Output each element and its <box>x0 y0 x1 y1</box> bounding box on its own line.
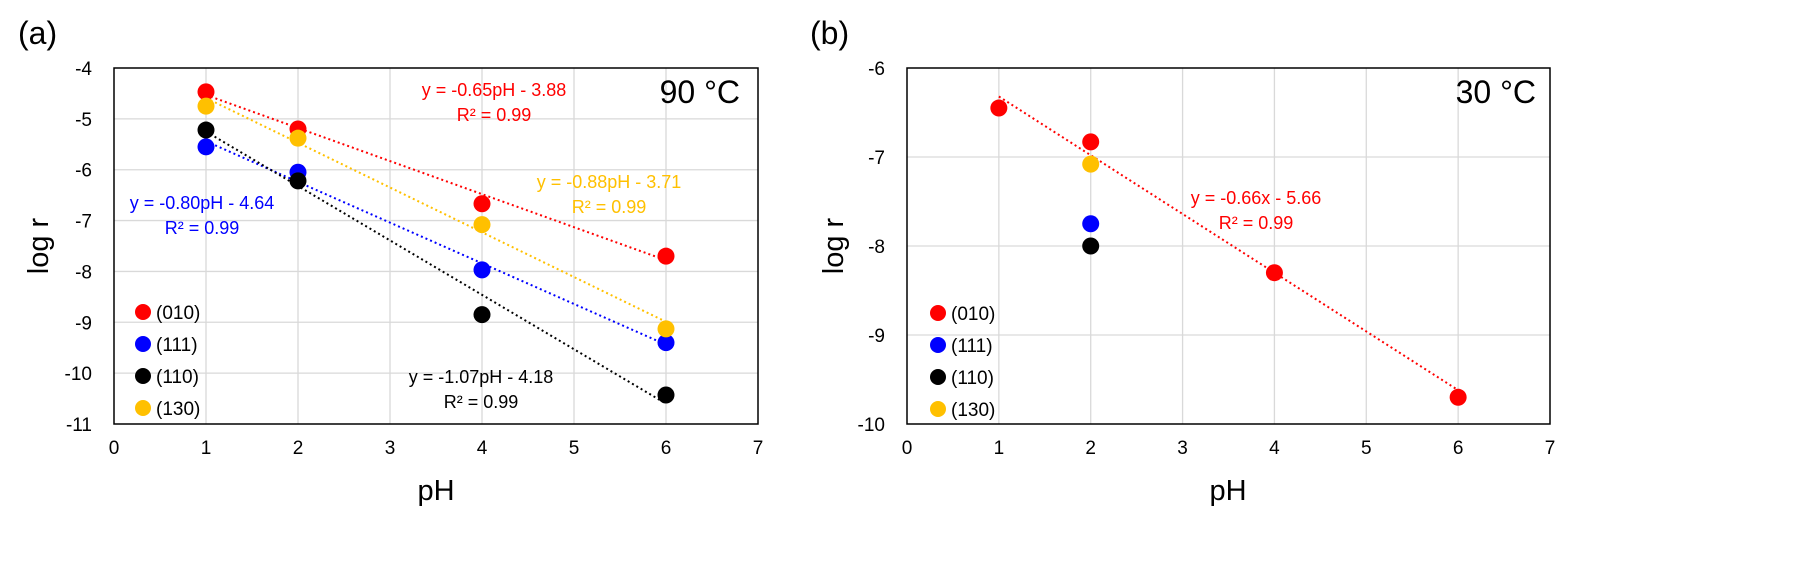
data-point <box>473 216 491 234</box>
y-tick-label: -10 <box>65 364 92 385</box>
trendline <box>998 95 1459 392</box>
y-tick-label: -4 <box>75 59 92 80</box>
x-tick-label: 2 <box>1085 438 1096 459</box>
data-point <box>657 386 675 404</box>
panel-a: 0 1 2 3 4 5 6 7 -4 -5 -6 -7 -8 -9 -10 -11 pH log r (a) 90 °… <box>18 15 763 507</box>
x-tick-label: 2 <box>293 438 304 459</box>
trendline <box>205 94 667 262</box>
panel-b: 0 1 2 3 4 5 6 7 -6 -7 -8 -9 -10 pH log r (b) 30 °C y = -0… <box>810 15 1555 507</box>
legend-marker <box>135 368 151 384</box>
y-tick-label: -7 <box>868 148 885 169</box>
data-point <box>197 97 215 115</box>
trendline-equation: y = -0.88pH - 3.71 <box>537 172 682 192</box>
data-point <box>197 121 215 139</box>
data-point <box>657 320 675 338</box>
y-tick-label: -5 <box>75 110 92 131</box>
y-tick-label: -9 <box>75 313 92 334</box>
legend-label: (130) <box>156 399 200 420</box>
x-tick-label: 3 <box>1177 438 1188 459</box>
data-point <box>1449 388 1467 406</box>
legend-label: (110) <box>156 367 199 388</box>
legend-marker <box>930 369 946 385</box>
legend-marker <box>930 337 946 353</box>
y-tick-label: -6 <box>868 59 885 80</box>
data-point <box>289 129 307 147</box>
data-point <box>473 306 491 324</box>
data-point <box>1082 237 1100 255</box>
data-point <box>197 83 215 101</box>
x-axis-label: pH <box>1209 475 1246 507</box>
legend-marker <box>135 400 151 416</box>
x-tick-label: 3 <box>385 438 396 459</box>
legend-label: (130) <box>951 400 995 421</box>
y-tick-label: -7 <box>75 212 92 233</box>
x-tick-label: 5 <box>1361 438 1372 459</box>
data-point <box>657 334 675 352</box>
data-point <box>657 247 675 265</box>
x-tick-label: 7 <box>1545 438 1556 459</box>
y-tick-label: -8 <box>868 237 885 258</box>
trendline <box>205 140 667 346</box>
panel-label: (b) <box>810 15 849 51</box>
data-point <box>1265 264 1283 282</box>
plot-area-frame <box>906 67 1551 425</box>
trendline-equation: y = -0.80pH - 4.64 <box>130 193 275 213</box>
trendline-r2: R² = 0.99 <box>572 197 647 217</box>
legend-label: (111) <box>951 336 993 357</box>
y-tick-label: -11 <box>66 415 92 436</box>
x-tick-label: 6 <box>1453 438 1464 459</box>
legend-label: (111) <box>156 335 198 356</box>
data-point <box>1082 133 1100 151</box>
trendline-equation: y = -1.07pH - 4.18 <box>409 367 554 387</box>
x-tick-label: 7 <box>753 438 764 459</box>
data-point <box>990 99 1008 117</box>
temperature-label: 90 °C <box>660 74 740 110</box>
x-tick-label: 0 <box>902 438 913 459</box>
x-tick-label: 1 <box>201 438 212 459</box>
x-tick-label: 0 <box>109 438 120 459</box>
x-tick-label: 1 <box>994 438 1005 459</box>
legend-label: (010) <box>951 304 995 325</box>
legend-marker <box>930 305 946 321</box>
data-point <box>289 172 307 190</box>
legend-marker <box>930 401 946 417</box>
temperature-label: 30 °C <box>1456 74 1536 110</box>
x-tick-label: 4 <box>1269 438 1280 459</box>
plot-area-frame <box>113 67 759 425</box>
y-tick-label: -6 <box>75 161 92 182</box>
x-tick-label: 5 <box>569 438 580 459</box>
trendline-equation: y = -0.66x - 5.66 <box>1191 188 1322 208</box>
legend-label: (110) <box>951 368 994 389</box>
y-axis-label: log r <box>818 217 850 274</box>
y-axis-label: log r <box>23 217 55 274</box>
trendline <box>205 97 667 323</box>
y-tick-label: -9 <box>868 326 885 347</box>
x-tick-label: 4 <box>477 438 488 459</box>
trendline <box>205 130 667 405</box>
trendline-r2: R² = 0.99 <box>444 392 519 412</box>
trendline-r2: R² = 0.99 <box>1219 213 1294 233</box>
data-point <box>473 261 491 279</box>
x-tick-label: 6 <box>661 438 672 459</box>
legend-label: (010) <box>156 303 200 324</box>
data-point <box>1082 155 1100 173</box>
trendline-r2: R² = 0.99 <box>457 105 532 125</box>
y-tick-label: -8 <box>75 262 92 283</box>
data-point <box>1082 215 1100 233</box>
legend-marker <box>135 336 151 352</box>
panel-label: (a) <box>18 15 57 51</box>
data-point <box>473 195 491 213</box>
data-point <box>197 138 215 156</box>
y-tick-label: -10 <box>858 415 885 436</box>
trendline-equation: y = -0.65pH - 3.88 <box>422 80 567 100</box>
trendline-r2: R² = 0.99 <box>165 218 240 238</box>
x-axis-label: pH <box>417 475 454 507</box>
legend-marker <box>135 304 151 320</box>
